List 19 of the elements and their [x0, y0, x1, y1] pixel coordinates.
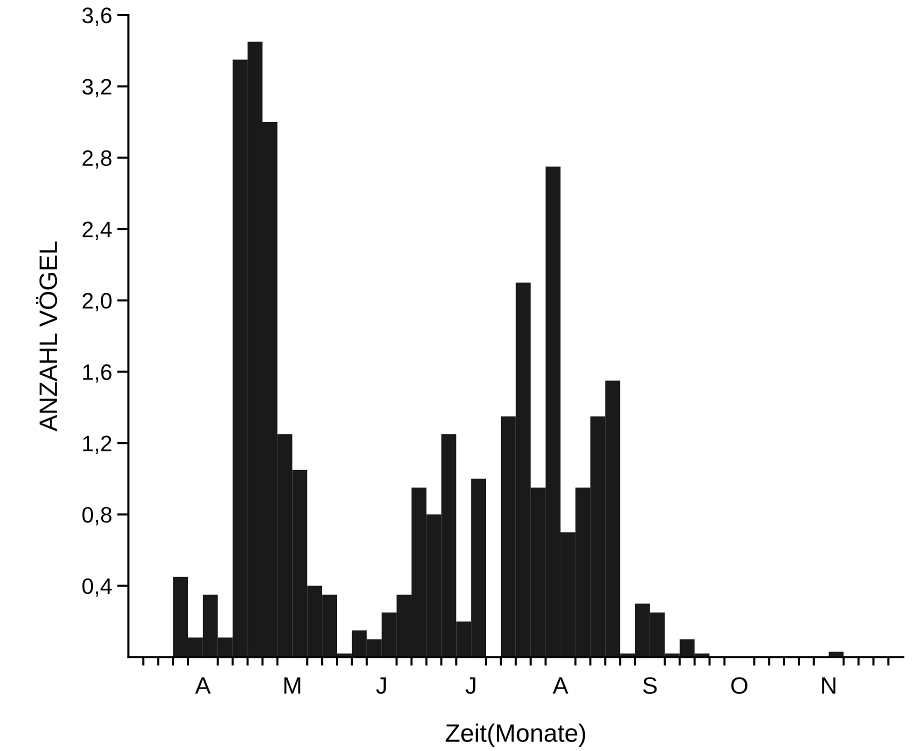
- x-tick-label: A: [552, 677, 568, 694]
- x-axis-title: Zeit(Monate): [446, 724, 586, 747]
- y-tick-label: 2,8: [82, 150, 112, 169]
- x-tick-label: M: [284, 677, 300, 694]
- x-tick-label: J: [376, 677, 386, 694]
- y-tick-label: 1,6: [83, 364, 112, 383]
- y-tick-label: 1,2: [83, 436, 112, 454]
- y-tick-label: 3,6: [82, 8, 112, 26]
- y-tick-label: 2,4: [82, 222, 112, 240]
- x-tick-label: O: [731, 677, 748, 694]
- y-axis-title: ANZAHL VÖGEL: [36, 242, 58, 432]
- y-tick-label: 3,2: [82, 78, 112, 98]
- y-tick-label: 2,0: [82, 292, 112, 312]
- y-tick-label: 0,8: [82, 506, 112, 526]
- y-tick-label: 0,4: [82, 578, 112, 597]
- x-tick-label: J: [466, 677, 476, 694]
- x-tick-label: N: [822, 677, 836, 694]
- x-tick-label: S: [643, 677, 657, 694]
- x-tick-label: A: [195, 677, 211, 694]
